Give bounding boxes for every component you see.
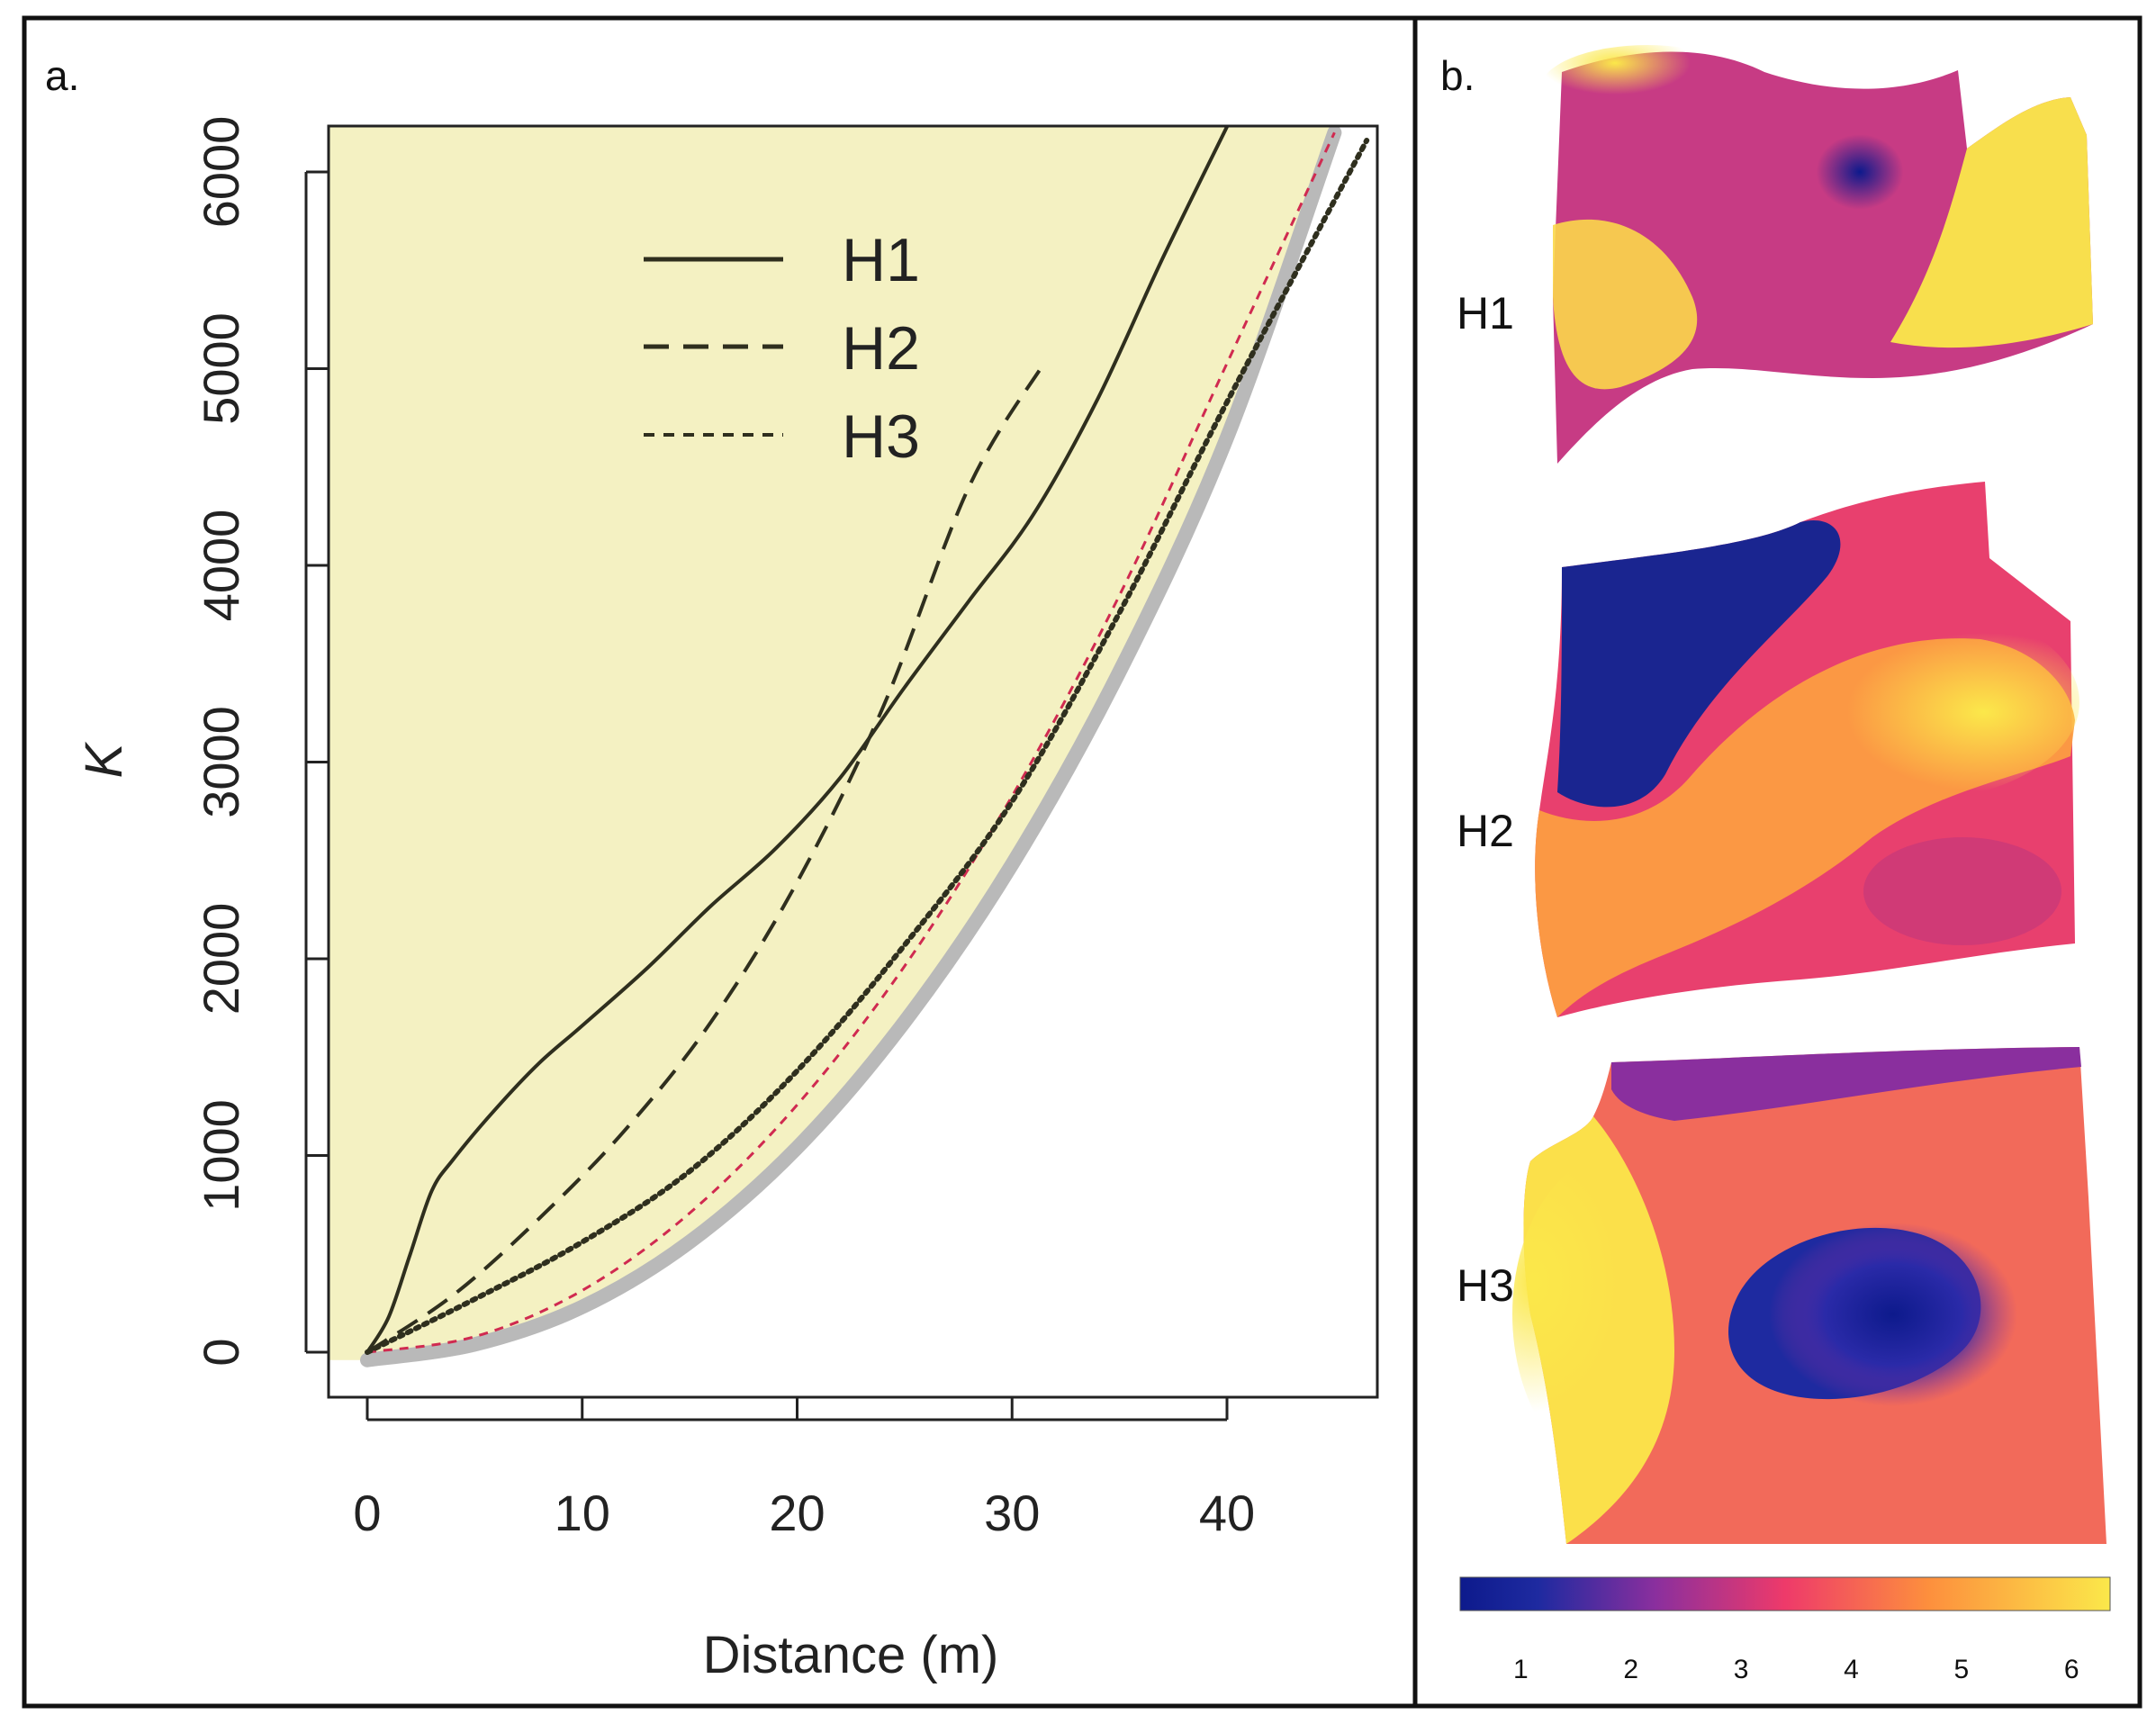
y-tick-label-4000: 4000 xyxy=(193,510,249,622)
x-tick-label-0: 0 xyxy=(353,1485,381,1541)
heatmap-h3-label: H3 xyxy=(1457,1260,1514,1311)
heatmap-h2-label: H2 xyxy=(1457,806,1514,856)
colorbar-tick-label-5: 5 xyxy=(1953,1655,1969,1684)
colorbar-tick-label-1: 1 xyxy=(1513,1655,1529,1684)
legend-label-h1: H1 xyxy=(842,226,920,294)
x-tick-label-20: 20 xyxy=(769,1485,825,1541)
series-line-h3 xyxy=(365,138,1370,1355)
panel-a-label: a. xyxy=(45,52,79,99)
series-line-h2 xyxy=(365,361,1046,1354)
panel-b: H1 H2 H3 1 2 3 4 5 6 xyxy=(1457,45,2111,1684)
heatmap-h1-yellow-left xyxy=(1553,219,1698,390)
y-tick-label-6000: 6000 xyxy=(193,116,249,229)
simulation-envelope xyxy=(329,126,1335,1360)
y-tick-label-5000: 5000 xyxy=(193,312,249,425)
heatmap-h1-low-spot xyxy=(1751,104,1949,275)
x-axis: 0 10 20 30 40 xyxy=(353,1397,1255,1541)
heatmap-h1-yellow-right xyxy=(1890,97,2093,348)
y-tick-label-3000: 3000 xyxy=(193,706,249,818)
x-tick-label-10: 10 xyxy=(555,1485,610,1541)
colorbar-tick-label-3: 3 xyxy=(1734,1655,1749,1684)
colorbar: 1 2 3 4 5 6 xyxy=(1459,1576,2111,1684)
heatmap-h1: H1 xyxy=(1457,45,2093,464)
envelope-lower-edge xyxy=(360,126,1342,1367)
x-axis-title: Distance (m) xyxy=(703,1626,999,1684)
y-tick-label-1000: 1000 xyxy=(193,1099,249,1212)
colorbar-gradient xyxy=(1459,1576,2111,1611)
series-line-h1 xyxy=(365,126,1229,1354)
x-tick-label-30: 30 xyxy=(984,1485,1040,1541)
panel-b-label: b. xyxy=(1440,52,1475,99)
legend: H1 H2 H3 xyxy=(644,226,920,471)
legend-label-h2: H2 xyxy=(842,314,920,383)
theoretical-curve xyxy=(366,131,1336,1354)
heatmap-h2-high-spot xyxy=(1737,603,2079,801)
y-tick-label-0: 0 xyxy=(193,1338,249,1366)
x-tick-label-40: 40 xyxy=(1199,1485,1255,1541)
panel-b-frame xyxy=(1412,15,2142,1709)
series-layer xyxy=(365,126,1370,1355)
heatmap-h1-high-spot xyxy=(1539,45,1755,135)
heatmap-h3-low-spot xyxy=(1665,1161,2079,1467)
heatmap-h3-high-spot xyxy=(1512,1152,1728,1476)
y-tick-label-2000: 2000 xyxy=(193,903,249,1015)
envelope-layer xyxy=(329,126,1342,1367)
y-axis-title: K xyxy=(75,741,133,778)
legend-label-h3: H3 xyxy=(842,402,920,471)
heatmap-h2: H2 xyxy=(1457,482,2079,1017)
y-axis: 0 1000 2000 3000 4000 5000 6000 xyxy=(193,116,329,1367)
heatmap-h3-top-band xyxy=(1611,1047,2081,1121)
colorbar-tick-label-6: 6 xyxy=(2064,1655,2079,1684)
heatmap-h2-mid-spot xyxy=(1863,837,2061,945)
colorbar-ticks: 1 2 3 4 5 6 xyxy=(1513,1655,2079,1684)
heatmap-h2-low-region xyxy=(1557,520,1841,808)
heatmap-h3: H3 xyxy=(1457,1047,2106,1544)
chart-a: 0 10 20 30 40 0 1000 2000 3000 4000 5000 6000 Dist… xyxy=(75,116,1379,1684)
colorbar-tick-label-4: 4 xyxy=(1844,1655,1859,1684)
heatmap-h1-label: H1 xyxy=(1457,288,1514,338)
colorbar-tick-label-2: 2 xyxy=(1623,1655,1638,1684)
